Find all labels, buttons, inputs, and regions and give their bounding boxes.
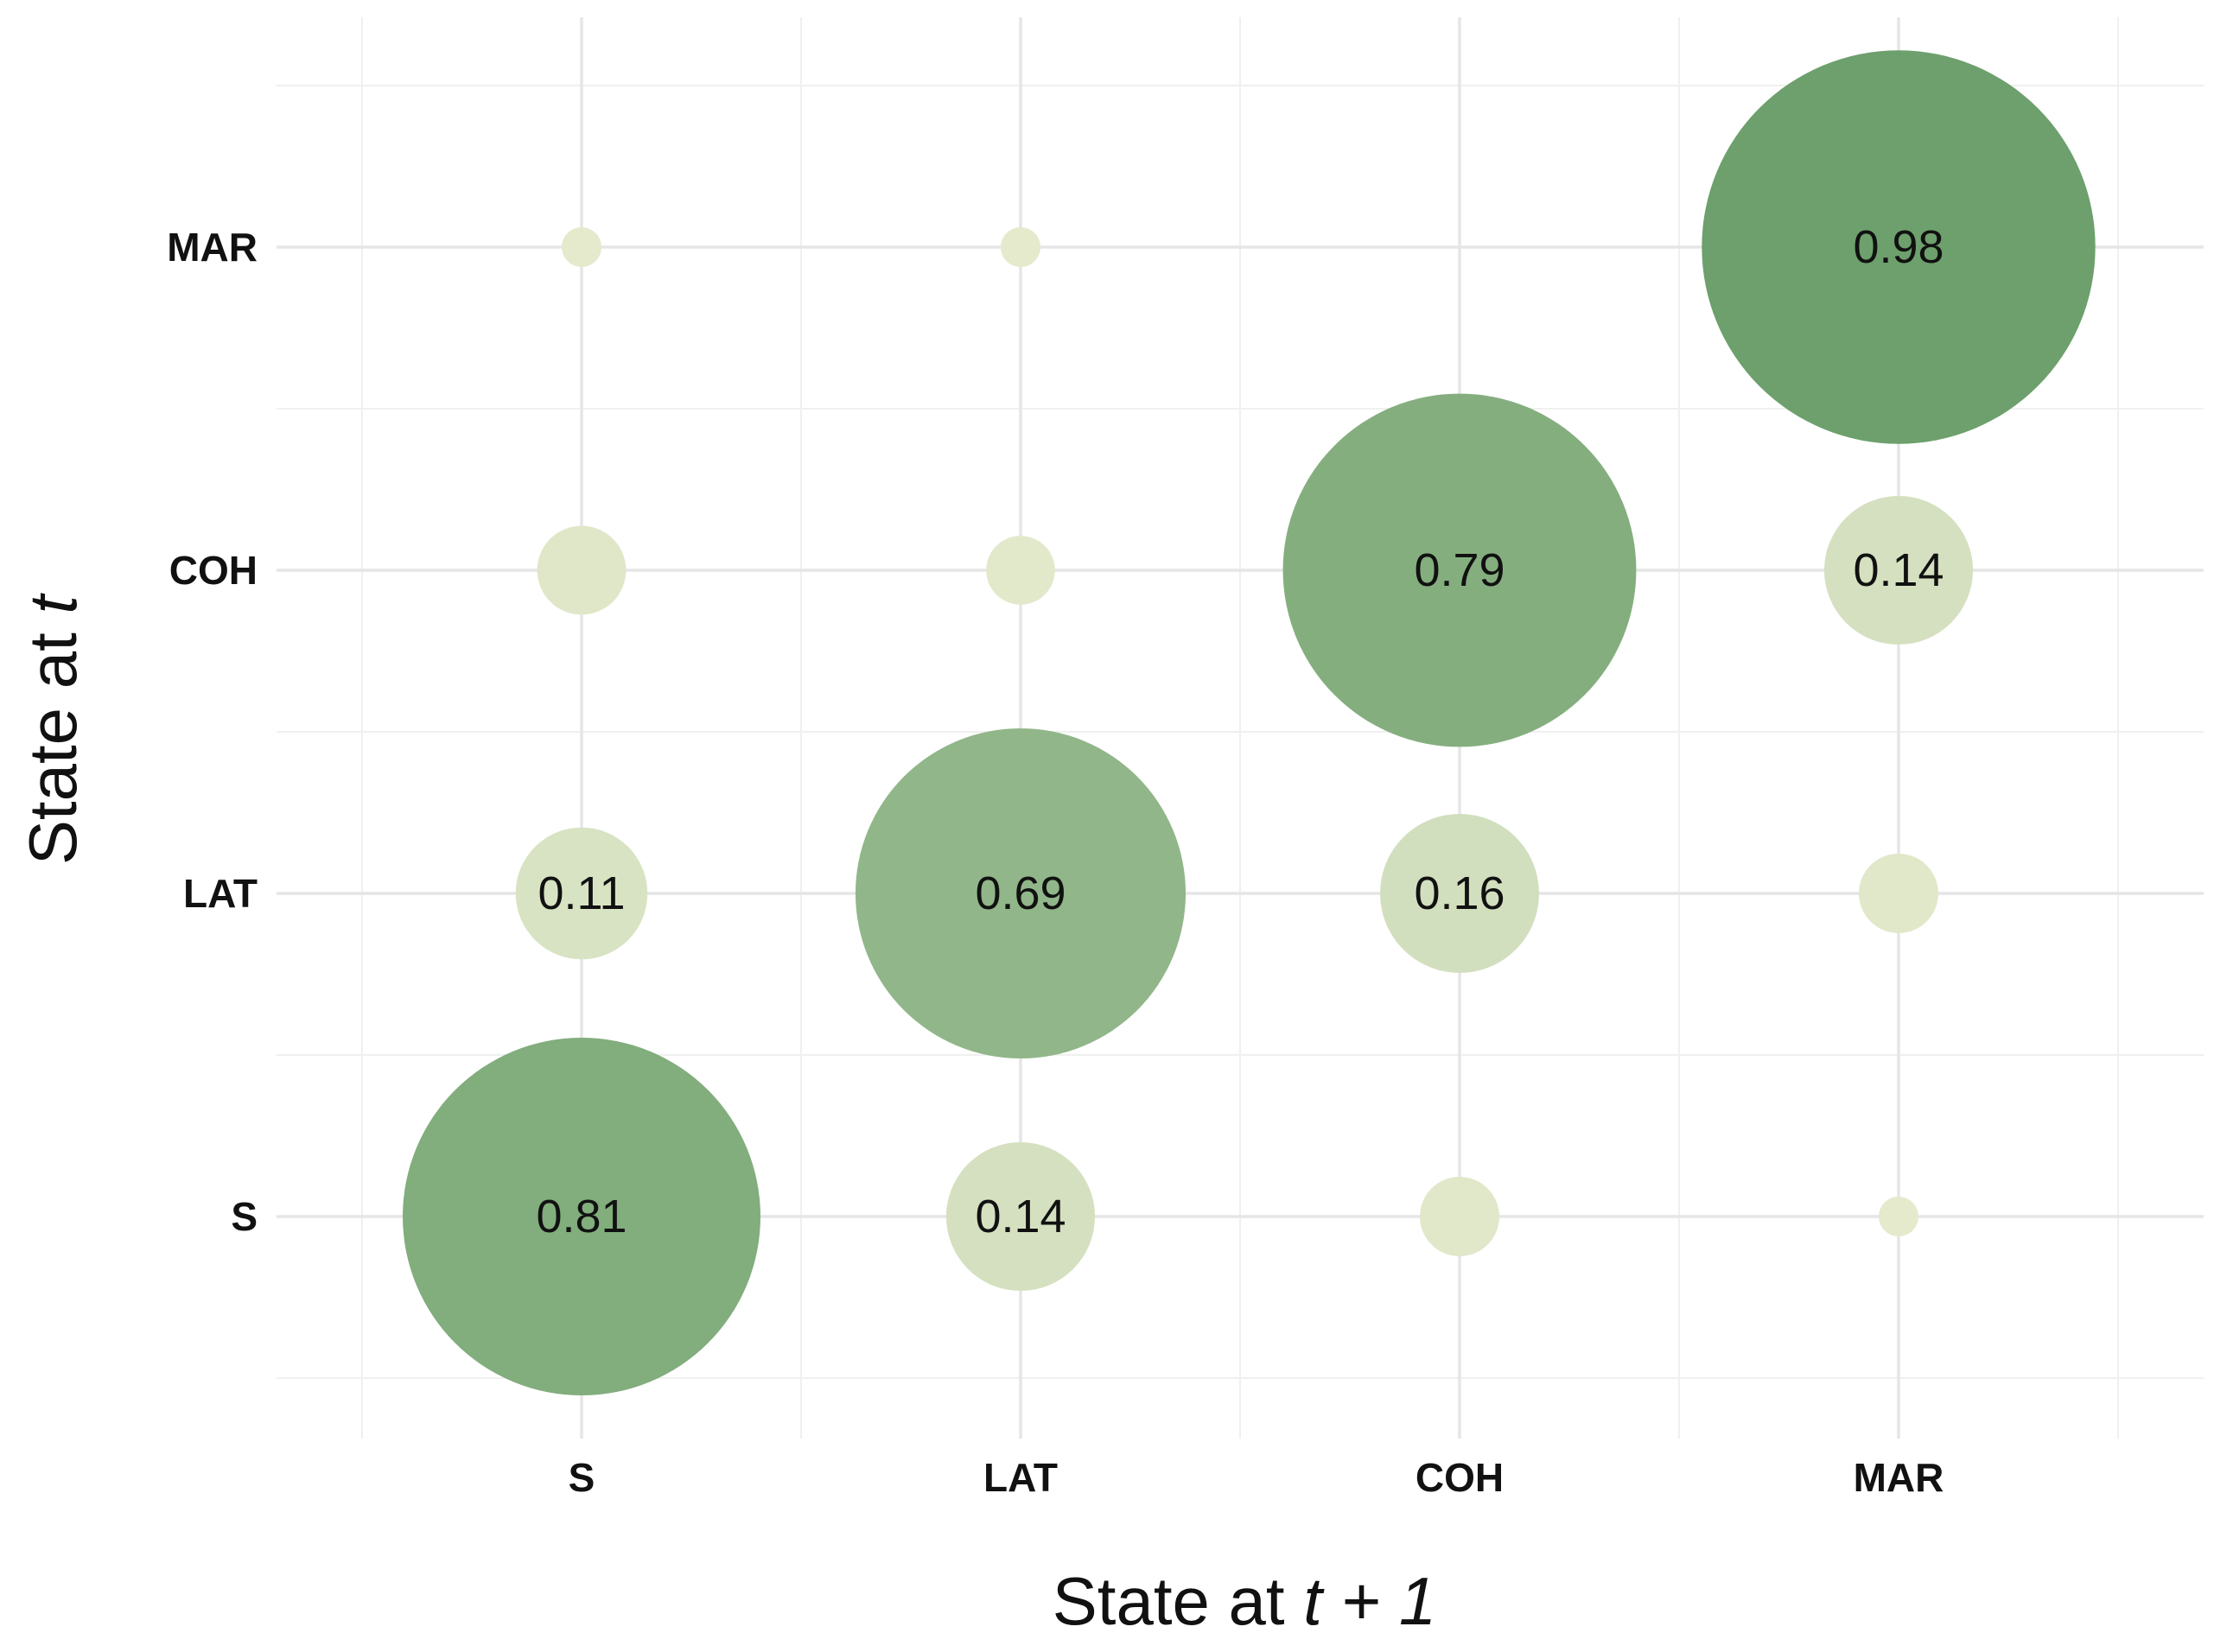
data-label-layer: 0.81 0.14 0.11 0.69 0.16 0.79 0.14 0.98 — [536, 221, 1944, 1242]
bubble-coh-to-mar — [1823, 495, 1974, 645]
data-label-lat-to-coh: 0.16 — [1414, 867, 1505, 919]
bubble-lat-to-s — [515, 827, 648, 960]
x-tick-label-lat: LAT — [983, 1455, 1058, 1500]
x-axis-title: State at t + 1 — [1053, 1563, 1436, 1639]
bubble-lat-to-coh — [1380, 814, 1539, 973]
x-axis-title-prefix: State at — [1053, 1563, 1304, 1639]
y-tick-label-s: S — [231, 1194, 258, 1239]
bubble-mar-to-s — [562, 227, 601, 267]
y-axis-title-italic: t — [15, 593, 91, 614]
bubble-mar-to-lat — [1001, 227, 1040, 267]
y-axis-title: State at t — [15, 593, 91, 866]
bubble-coh-to-s — [537, 525, 627, 615]
data-label-coh-to-coh: 0.79 — [1414, 544, 1505, 596]
data-label-lat-to-s: 0.11 — [538, 867, 625, 919]
x-tick-label-coh: COH — [1416, 1455, 1504, 1500]
bubble-s-to-lat — [945, 1141, 1096, 1292]
data-label-mar-to-mar: 0.98 — [1853, 221, 1944, 273]
data-label-lat-to-lat: 0.69 — [975, 867, 1066, 919]
bubble-coh-to-lat — [986, 536, 1055, 605]
tick-label-layer: S LAT COH MAR S LAT COH MAR — [167, 225, 1944, 1500]
bubble-s-to-mar — [1879, 1197, 1918, 1236]
x-axis-title-italic: t + 1 — [1303, 1563, 1436, 1639]
data-label-coh-to-mar: 0.14 — [1853, 544, 1944, 596]
bubble-lat-to-lat — [855, 728, 1187, 1059]
y-axis-title-prefix: State at — [15, 614, 91, 866]
bubble-s-to-coh — [1420, 1177, 1499, 1256]
y-tick-label-lat: LAT — [183, 871, 258, 916]
y-tick-label-mar: MAR — [167, 225, 258, 270]
bubble-mar-to-mar — [1702, 50, 2096, 444]
bubble-layer — [403, 50, 2096, 1395]
bubble-lat-to-mar — [1859, 854, 1938, 933]
data-label-s-to-s: 0.81 — [536, 1191, 627, 1242]
y-tick-label-coh: COH — [169, 548, 258, 593]
x-tick-label-s: S — [569, 1455, 595, 1500]
bubble-s-to-s — [403, 1038, 760, 1395]
bubble-coh-to-coh — [1282, 393, 1637, 747]
data-label-s-to-lat: 0.14 — [975, 1191, 1066, 1242]
x-tick-label-mar: MAR — [1854, 1455, 1944, 1500]
